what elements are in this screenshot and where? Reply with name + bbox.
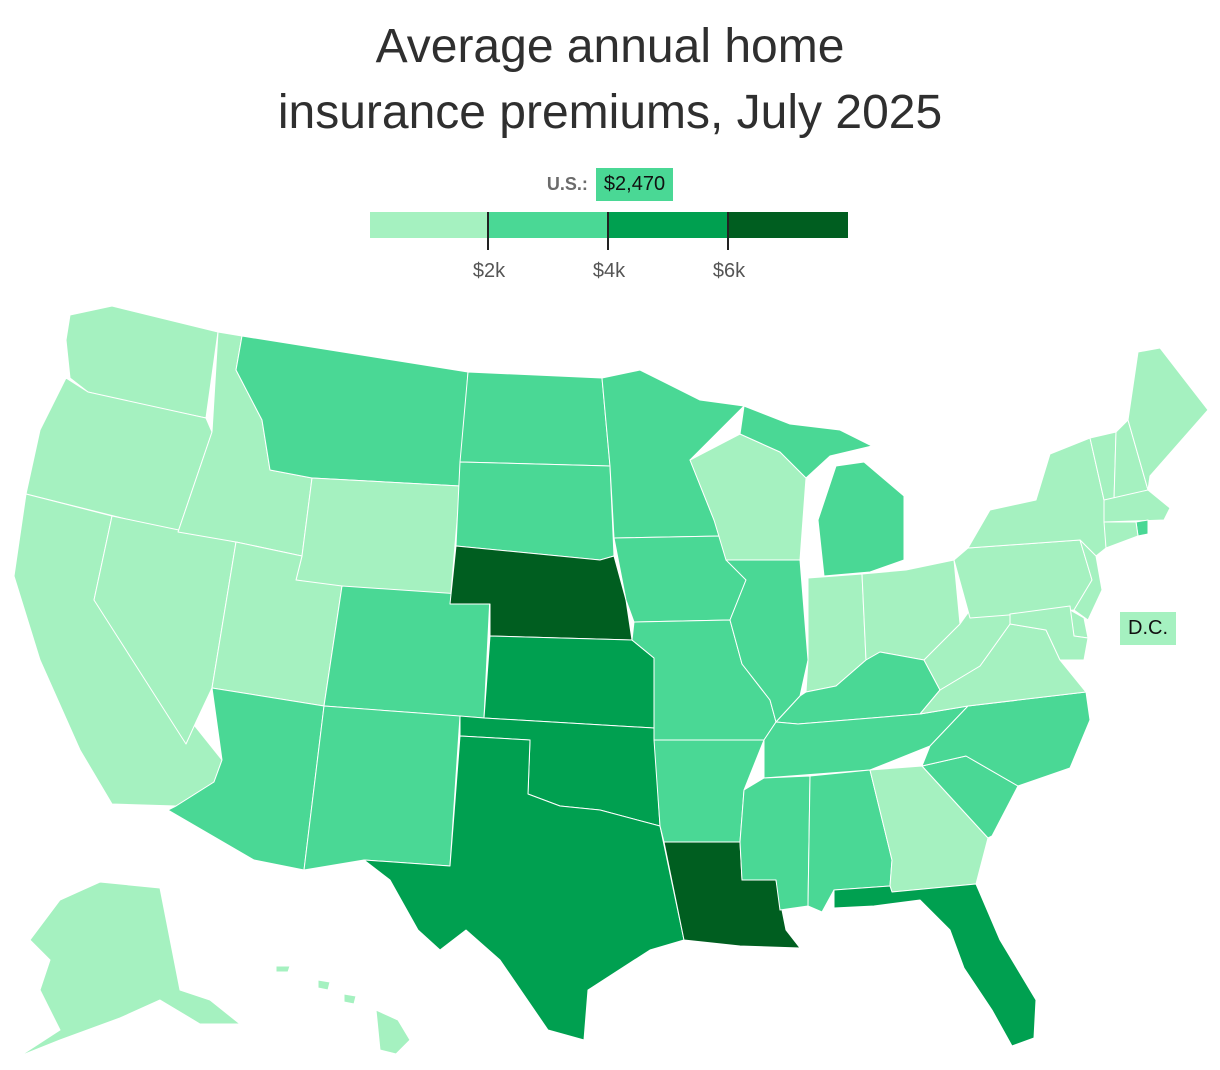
- legend-tick-line: [607, 212, 609, 250]
- state-il[interactable]: [725, 559, 809, 723]
- state-ny[interactable]: [967, 437, 1107, 557]
- legend-tick-line: [727, 212, 729, 250]
- color-legend: [370, 212, 848, 250]
- title-line-1: Average annual home: [375, 20, 845, 73]
- state-tx[interactable]: [363, 735, 685, 1041]
- legend-swatch-dark: [608, 212, 728, 238]
- us-average-label: U.S.:: [546, 174, 588, 194]
- state-ma[interactable]: [1103, 489, 1171, 523]
- state-nm[interactable]: [303, 705, 461, 871]
- legend-tick-label: $4k: [592, 260, 626, 282]
- state-sd[interactable]: [455, 461, 615, 561]
- legend-swatch-medium: [488, 212, 608, 238]
- legend-tick-label: $2k: [472, 260, 506, 282]
- dc-label: D.C.: [1128, 617, 1168, 639]
- state-co[interactable]: [323, 585, 491, 719]
- state-fl[interactable]: [833, 883, 1037, 1047]
- chart-title: Average annual home insurance premiums, …: [0, 14, 1220, 146]
- legend-swatch-darkest: [728, 212, 848, 238]
- legend-tick-label: $6k: [712, 260, 746, 282]
- state-ak[interactable]: [19, 881, 241, 1057]
- state-nj[interactable]: [1073, 539, 1103, 621]
- state-mi[interactable]: [739, 405, 905, 577]
- us-average: U.S.: $2,470: [0, 168, 1220, 202]
- us-average-value: $2,470: [595, 168, 674, 201]
- state-mt[interactable]: [235, 335, 469, 487]
- state-hi[interactable]: [275, 965, 411, 1055]
- legend-swatch-light: [370, 212, 488, 238]
- state-md[interactable]: [1009, 605, 1089, 661]
- state-ct[interactable]: [1103, 521, 1139, 549]
- dc-callout[interactable]: D.C.: [1120, 612, 1176, 645]
- title-line-2: insurance premiums, July 2025: [277, 86, 943, 139]
- state-nd[interactable]: [459, 371, 611, 467]
- state-pa[interactable]: [953, 539, 1093, 619]
- legend-tick-line: [487, 212, 489, 250]
- state-ks[interactable]: [483, 635, 655, 729]
